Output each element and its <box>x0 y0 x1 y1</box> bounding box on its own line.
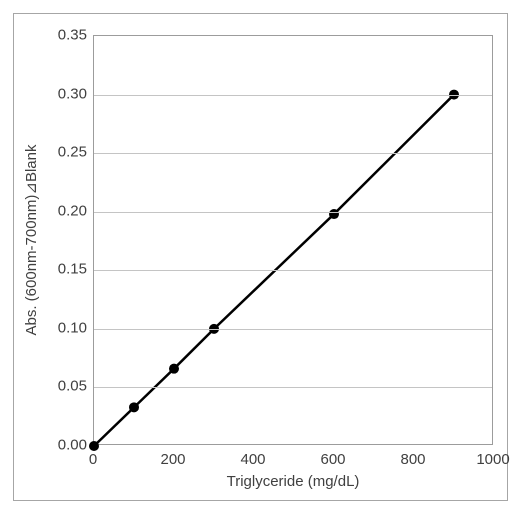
x-axis-label: Triglyceride (mg/dL) <box>93 473 493 490</box>
y-tick-label: 0.25 <box>58 144 87 161</box>
y-tick-label: 0.20 <box>58 202 87 219</box>
x-tick-label: 400 <box>240 451 265 468</box>
y-tick-label: 0.30 <box>58 85 87 102</box>
gridline-horizontal <box>94 270 492 271</box>
data-point <box>89 441 99 451</box>
y-tick-label: 0.35 <box>58 27 87 44</box>
gridline-horizontal <box>94 95 492 96</box>
gridline-horizontal <box>94 212 492 213</box>
data-point <box>129 402 139 412</box>
data-point <box>169 364 179 374</box>
x-tick-label: 800 <box>400 451 425 468</box>
y-tick-label: 0.15 <box>58 261 87 278</box>
gridline-horizontal <box>94 329 492 330</box>
x-tick-label: 200 <box>160 451 185 468</box>
y-axis-label: Abs. (600nm-700nm)⊿Blank <box>22 145 40 336</box>
x-tick-label: 1000 <box>476 451 509 468</box>
x-tick-label: 600 <box>320 451 345 468</box>
chart-svg <box>94 36 494 446</box>
y-tick-label: 0.05 <box>58 378 87 395</box>
gridline-horizontal <box>94 387 492 388</box>
y-tick-label: 0.10 <box>58 319 87 336</box>
y-tick-label: 0.00 <box>58 437 87 454</box>
plot-area <box>93 35 493 445</box>
data-point <box>329 209 339 219</box>
gridline-horizontal <box>94 153 492 154</box>
x-tick-label: 0 <box>89 451 97 468</box>
